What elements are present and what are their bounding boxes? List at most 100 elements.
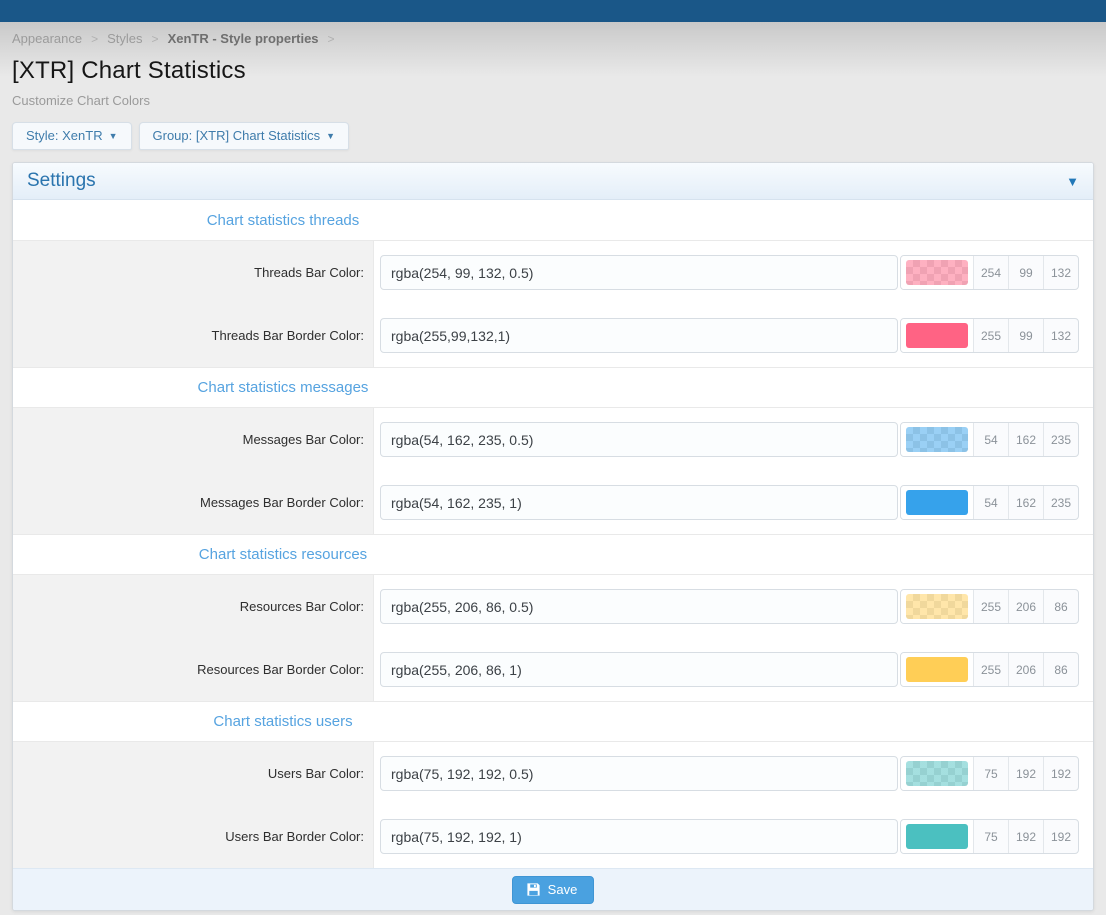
group-selector-label: Group: [XTR] Chart Statistics: [152, 128, 321, 143]
settings-panel-header[interactable]: Settings ▼: [13, 163, 1093, 200]
color-swatch-cell[interactable]: [901, 590, 973, 623]
color-swatch[interactable]: [906, 761, 968, 786]
property-value-cell: 54 162 235: [373, 408, 1093, 471]
property-value-cell: 75 192 192: [373, 742, 1093, 805]
green-value: 206: [1008, 653, 1043, 686]
color-swatch[interactable]: [906, 427, 968, 452]
color-preview-group: 254 99 132: [900, 255, 1079, 290]
green-value: 99: [1008, 256, 1043, 289]
color-swatch-cell[interactable]: [901, 319, 973, 352]
property-value-cell: 255 206 86: [373, 638, 1093, 701]
settings-panel-title: Settings: [27, 170, 96, 191]
green-value: 99: [1008, 319, 1043, 352]
color-swatch-cell[interactable]: [901, 486, 973, 519]
red-value: 254: [973, 256, 1008, 289]
color-swatch[interactable]: [906, 260, 968, 285]
section-header: Chart statistics users: [13, 701, 1093, 742]
breadcrumb-item-appearance[interactable]: Appearance: [12, 31, 83, 46]
color-value-input[interactable]: [380, 652, 898, 687]
property-label: Threads Bar Border Color:: [13, 304, 373, 367]
property-value-cell: 255 99 132: [373, 304, 1093, 367]
property-label: Resources Bar Color:: [13, 575, 373, 638]
color-preview-group: 255 206 86: [900, 589, 1079, 624]
blue-value: 235: [1043, 423, 1078, 456]
color-preview-group: 54 162 235: [900, 422, 1079, 457]
property-value-cell: 54 162 235: [373, 471, 1093, 534]
color-swatch[interactable]: [906, 490, 968, 515]
property-value-cell: 75 192 192: [373, 805, 1093, 868]
red-value: 54: [973, 486, 1008, 519]
page-title: [XTR] Chart Statistics: [12, 57, 246, 84]
blue-value: 86: [1043, 590, 1078, 623]
section-heading: Chart statistics resources: [198, 546, 368, 563]
color-swatch[interactable]: [906, 824, 968, 849]
color-value-input[interactable]: [380, 756, 898, 791]
property-label: Messages Bar Color:: [13, 408, 373, 471]
blue-value: 132: [1043, 319, 1078, 352]
breadcrumb-separator-icon: >: [327, 31, 335, 46]
color-swatch-cell[interactable]: [901, 423, 973, 456]
breadcrumb: Appearance > Styles > XenTR - Style prop…: [12, 31, 1094, 46]
green-value: 206: [1008, 590, 1043, 623]
red-value: 75: [973, 757, 1008, 790]
blue-value: 86: [1043, 653, 1078, 686]
color-value-input[interactable]: [380, 819, 898, 854]
red-value: 255: [973, 319, 1008, 352]
color-swatch[interactable]: [906, 323, 968, 348]
property-row-messages-bar-color: Messages Bar Color: 54 162 235: [13, 408, 1093, 471]
chevron-down-icon: ▼: [108, 130, 118, 141]
section-heading: Chart statistics users: [213, 713, 353, 730]
style-selector-tab[interactable]: Style: XenTR ▼: [12, 122, 132, 150]
property-value-cell: 254 99 132: [373, 241, 1093, 304]
color-value-input[interactable]: [380, 589, 898, 624]
property-row-threads-bar-color: Threads Bar Color: 254 99 132: [13, 241, 1093, 304]
property-row-users-bar-color: Users Bar Color: 75 192 192: [13, 742, 1093, 805]
red-value: 255: [973, 590, 1008, 623]
group-selector-tab[interactable]: Group: [XTR] Chart Statistics ▼: [138, 122, 350, 150]
save-button-label: Save: [547, 881, 578, 897]
admin-top-bar: [0, 0, 1106, 22]
color-swatch-cell[interactable]: [901, 256, 973, 289]
section-heading: Chart statistics messages: [197, 379, 369, 396]
breadcrumb-item-style-properties[interactable]: XenTR - Style properties: [167, 31, 319, 46]
color-preview-group: 255 99 132: [900, 318, 1079, 353]
green-value: 162: [1008, 423, 1043, 456]
property-row-resources-bar-color: Resources Bar Color: 255 206 86: [13, 575, 1093, 638]
color-swatch[interactable]: [906, 657, 968, 682]
red-value: 75: [973, 820, 1008, 853]
breadcrumb-separator-icon: >: [91, 31, 99, 46]
property-label: Messages Bar Border Color:: [13, 471, 373, 534]
property-row-users-bar-border-color: Users Bar Border Color: 75 192 192: [13, 805, 1093, 868]
red-value: 54: [973, 423, 1008, 456]
settings-panel: Settings ▼ Chart statistics threads Thre…: [12, 162, 1094, 911]
color-value-input[interactable]: [380, 318, 898, 353]
page-subtitle: Customize Chart Colors: [12, 93, 150, 108]
main-content: Appearance > Styles > XenTR - Style prop…: [0, 31, 1106, 911]
save-button[interactable]: Save: [511, 875, 595, 904]
section-heading: Chart statistics threads: [206, 211, 360, 229]
color-value-input[interactable]: [380, 485, 898, 520]
red-value: 255: [973, 653, 1008, 686]
color-swatch[interactable]: [906, 594, 968, 619]
collapse-chevron-icon[interactable]: ▼: [1066, 173, 1079, 189]
breadcrumb-separator-icon: >: [151, 31, 159, 46]
section-header: Chart statistics messages: [13, 367, 1093, 408]
property-row-resources-bar-border-color: Resources Bar Border Color: 255 206 86: [13, 638, 1093, 701]
section-chart-statistics-resources: Chart statistics resources Resources Bar…: [13, 534, 1093, 701]
breadcrumb-item-styles[interactable]: Styles: [107, 31, 143, 46]
color-swatch-cell[interactable]: [901, 820, 973, 853]
color-value-input[interactable]: [380, 255, 898, 290]
color-preview-group: 75 192 192: [900, 819, 1079, 854]
property-label: Users Bar Border Color:: [13, 805, 373, 868]
blue-value: 192: [1043, 757, 1078, 790]
color-swatch-cell[interactable]: [901, 757, 973, 790]
color-preview-group: 255 206 86: [900, 652, 1079, 687]
style-selector-label: Style: XenTR: [26, 128, 103, 143]
blue-value: 192: [1043, 820, 1078, 853]
property-label: Users Bar Color:: [13, 742, 373, 805]
color-swatch-cell[interactable]: [901, 653, 973, 686]
color-value-input[interactable]: [380, 422, 898, 457]
color-preview-group: 75 192 192: [900, 756, 1079, 791]
green-value: 192: [1008, 820, 1043, 853]
property-row-threads-bar-border-color: Threads Bar Border Color: 255 99 132: [13, 304, 1093, 367]
